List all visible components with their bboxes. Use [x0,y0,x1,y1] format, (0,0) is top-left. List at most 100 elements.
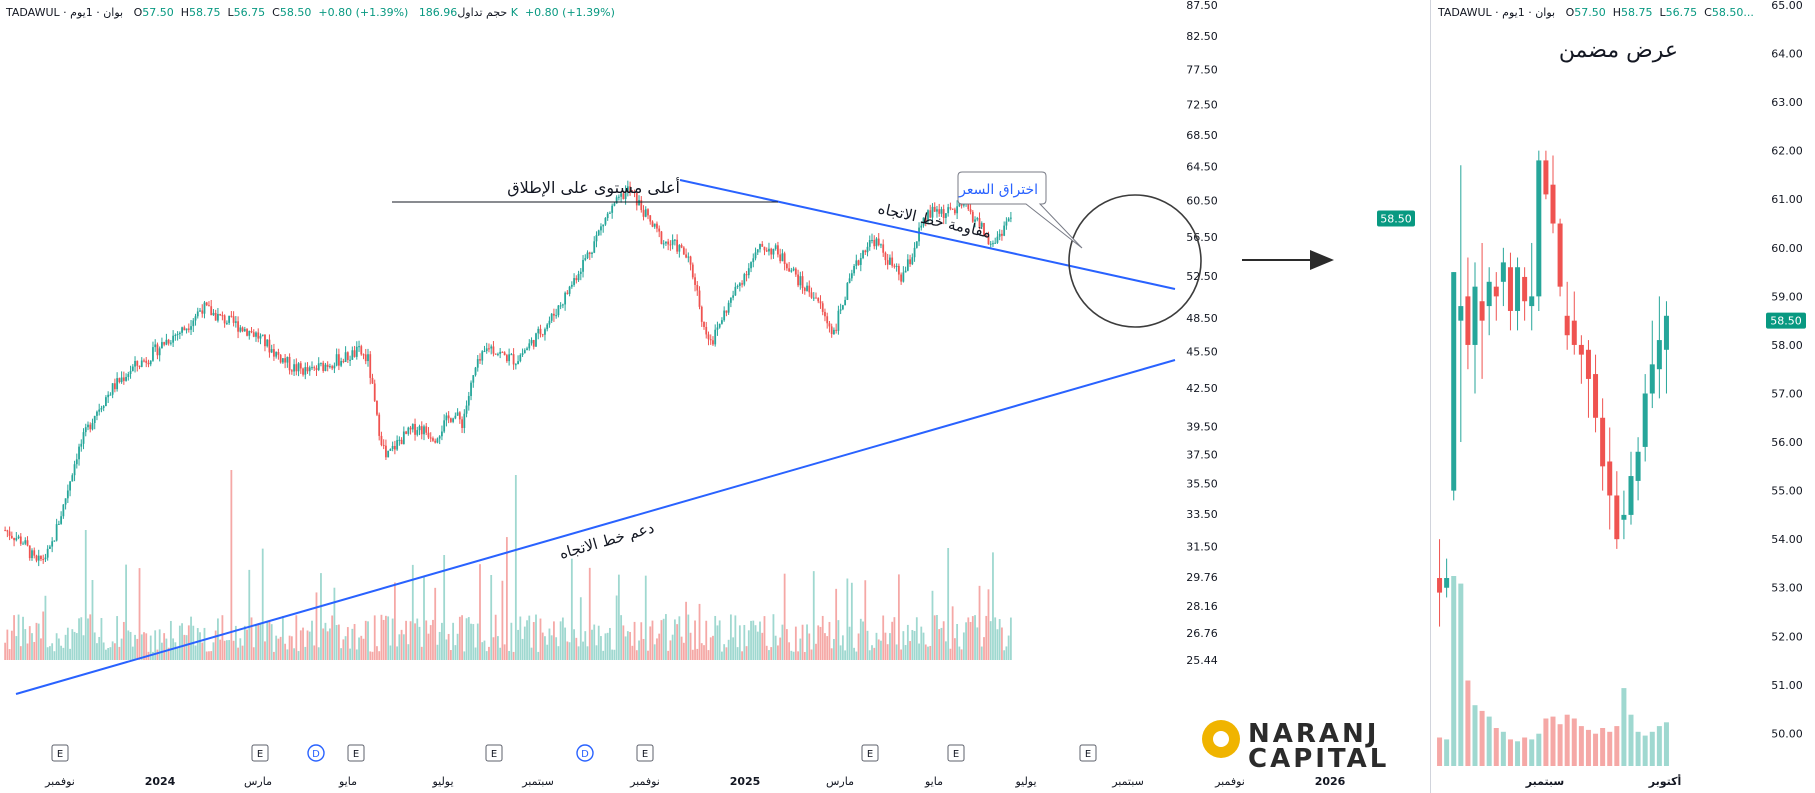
volume-bar [873,647,876,660]
candle-body [87,424,89,428]
candle-body [992,243,994,245]
volume-bar [360,635,363,660]
volume-bar [411,564,414,660]
candle-body [810,292,813,298]
x-tick-label: سبتمبر [521,775,554,788]
volume-bar [721,651,723,660]
volume-bar [10,630,13,660]
candle-body [389,449,392,451]
candle-body [568,286,571,294]
candle-body [615,197,618,204]
candle-body [111,383,114,395]
earnings-marker [636,744,654,762]
candle-body [911,257,914,265]
candle-body [555,315,558,317]
candle-body [481,351,484,361]
y-tick-label: 39.50 [1186,421,1218,434]
candle-body [535,333,537,347]
earnings-marker-label: E [953,749,959,760]
volume-bar [203,627,206,660]
volume-bar [266,621,269,660]
candle-body [897,265,900,275]
volume-bar [568,642,571,660]
candle-body [909,259,911,265]
volume-bar [853,647,855,660]
volume-bar [275,635,278,660]
candle-body [750,262,752,269]
volume-bar [31,633,33,660]
high-label: H [180,6,190,19]
candle-body [270,349,273,353]
volume-bar [212,642,215,660]
volume-bar [152,651,154,660]
volume-bar [257,623,260,660]
earnings-marker [1079,744,1097,762]
candle-body [35,555,38,561]
volume-bar [673,619,676,660]
candle-body [199,310,201,312]
volume-bar [826,636,829,660]
volume-bar [965,622,967,660]
volume-bar [660,620,663,660]
volume-bar [26,643,29,660]
candle-body [539,328,542,335]
volume-bar [788,642,791,660]
candle-body [494,353,497,355]
inset-candle-body [1493,286,1499,297]
candle-body [763,246,766,251]
candle-body [875,238,878,247]
volume-bar [969,621,972,660]
candle-body [362,354,365,356]
inset-candle-body [1550,184,1556,224]
candle-body [938,209,941,214]
candle-body [638,200,640,206]
volume-bar [228,640,231,660]
candle-body [8,531,11,536]
candle-body [544,329,546,335]
x-tick-label: 2025 [730,775,761,788]
candle-body [315,368,318,370]
candle-body [803,287,806,291]
volume-bar [922,632,925,660]
candle-body [407,427,410,434]
candle-body [721,320,723,324]
volume-bar [281,616,284,660]
inset-candle-body [1621,514,1627,520]
x-tick-label: يوليو [1014,775,1036,788]
volume-bar [60,645,63,660]
volume-bar [443,555,446,660]
volume-bar [678,616,681,660]
candle-body [512,354,515,365]
earnings-marker [251,744,269,762]
volume-bar [640,622,643,660]
volume-bar [91,580,94,660]
volume-bar [252,647,255,660]
resistance-trendline [679,179,1176,290]
candle-body [158,348,161,356]
volume-bar [848,626,851,660]
volume-bar [273,651,275,660]
inset-volume-bar [1642,735,1648,766]
y-tick-label: 68.50 [1186,129,1218,142]
volume-bar [864,580,867,660]
volume-bar [100,618,103,660]
main-y-axis: 87.50 82.50 77.50 72.50 68.50 64.50 60.50 56.50… [1186,0,1415,667]
volume-bar [687,614,690,660]
volume-bar [154,630,157,660]
volume-bar [895,644,898,660]
volume-bar [8,649,11,660]
candle-body [653,223,656,227]
inset-candle-body [1614,495,1620,540]
volume-bar [362,638,365,660]
candle-body [125,377,127,381]
candle-body [497,353,499,355]
volume-bar [331,615,334,660]
candle-body [436,438,439,443]
candle-body [105,397,107,407]
volume-bar [485,651,488,660]
volume-bar [953,638,956,660]
y-tick-label: 82.50 [1186,30,1218,43]
candle-body [337,354,340,366]
volume-bar [306,630,309,660]
candle-body [317,363,320,370]
